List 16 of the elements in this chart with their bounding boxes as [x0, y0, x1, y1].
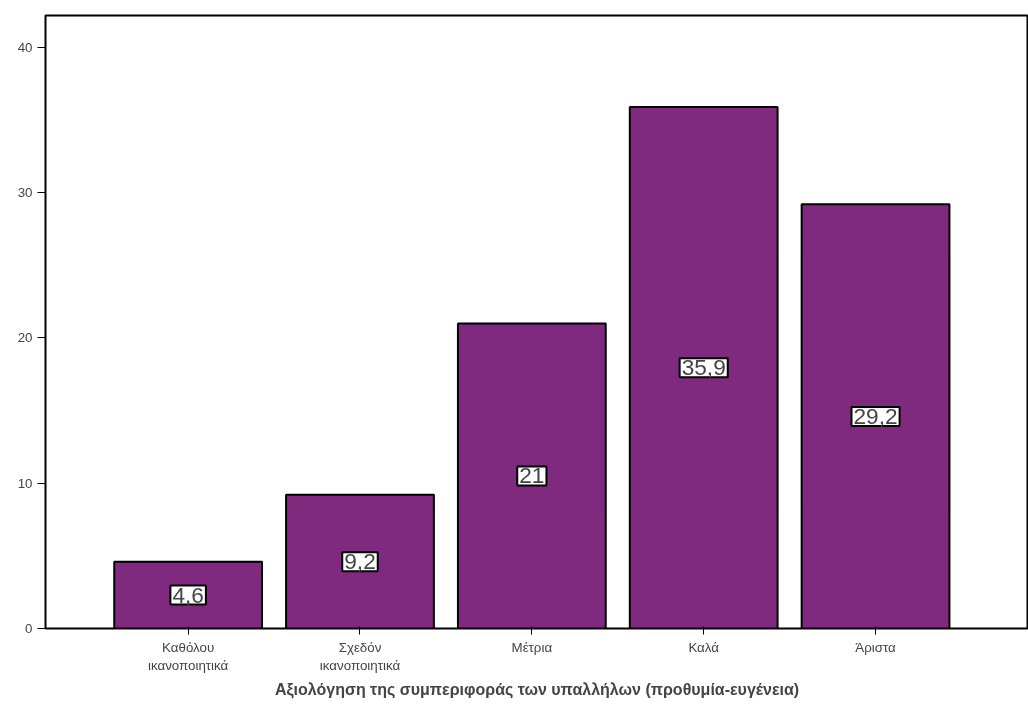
data-label: 21 [519, 462, 545, 489]
x-tick-label: Σχεδόν ικανοποιητικά [319, 639, 401, 673]
x-axis-title: Αξιολόγηση της συμπεριφοράς των υπαλλήλων (προθυμία-ευγένεια) [274, 680, 800, 699]
data-label: 9,2 [344, 548, 376, 575]
data-label: 29,2 [853, 402, 898, 429]
y-tick-label: 40 [17, 39, 33, 55]
data-label: 4,6 [172, 581, 204, 608]
data-label: 35,9 [681, 354, 726, 381]
x-tick-label: Καλά [688, 639, 720, 655]
y-tick-label: 10 [17, 475, 33, 491]
x-tick-label: Μέτρια [511, 639, 553, 655]
x-tick-label: Καθόλου ικανοποιητικά [148, 639, 229, 673]
y-tick-label: 30 [17, 185, 33, 201]
y-tick-label: 20 [17, 330, 33, 346]
y-tick-label: 0 [25, 621, 33, 636]
x-tick-label: Άριστα [855, 639, 897, 655]
